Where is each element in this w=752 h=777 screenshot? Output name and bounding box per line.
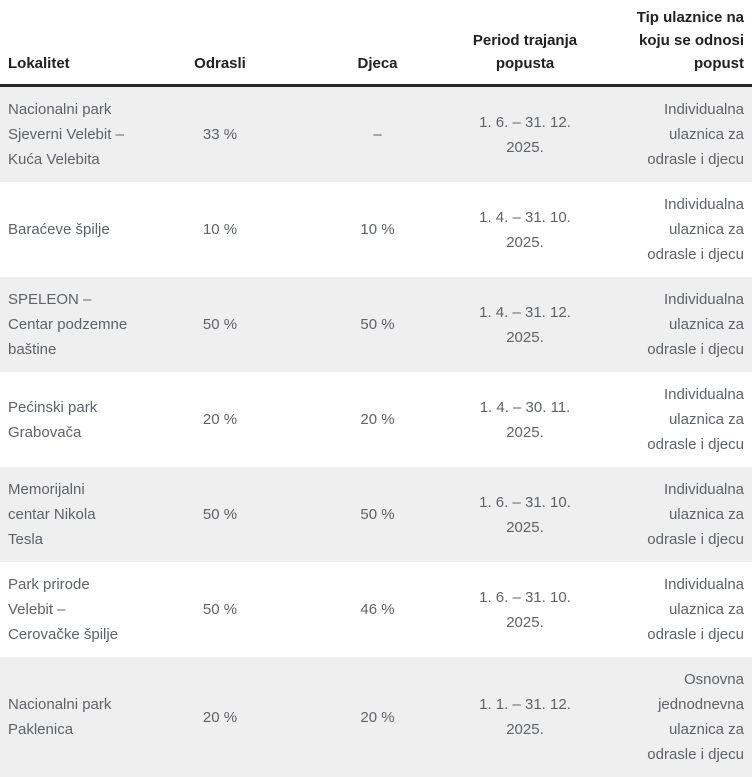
cell-period: 1. 4. – 31. 12. 2025.	[465, 277, 585, 372]
cell-tip: Individualna ulaznica za odrasle i djecu	[585, 182, 752, 277]
cell-djeca: 20 %	[290, 657, 465, 777]
cell-tip: Individualna ulaznica za odrasle i djecu	[585, 277, 752, 372]
cell-tip: Individualna ulaznica za odrasle i djecu	[585, 372, 752, 467]
cell-djeca: 46 %	[290, 562, 465, 657]
lokalitet-text: Nacionalni park Sjeverni Velebit – Kuća …	[8, 97, 128, 172]
header-period: Period trajanja popusta	[465, 0, 585, 86]
table-row: Baraćeve špilje 10 % 10 % 1. 4. – 31. 10…	[0, 182, 752, 277]
tip-text: Individualna ulaznica za odrasle i djecu	[626, 192, 744, 267]
cell-period: 1. 6. – 31. 10. 2025.	[465, 562, 585, 657]
header-lokalitet: Lokalitet	[0, 0, 150, 86]
cell-djeca: 20 %	[290, 372, 465, 467]
cell-odrasli: 33 %	[150, 86, 290, 183]
tip-text: Individualna ulaznica za odrasle i djecu	[626, 97, 744, 172]
lokalitet-text: Pećinski park Grabovača	[8, 395, 128, 445]
tip-text: Individualna ulaznica za odrasle i djecu	[626, 287, 744, 362]
lokalitet-text: Baraćeve špilje	[8, 217, 110, 242]
lokalitet-text: Memorijalni centar Nikola Tesla	[8, 477, 128, 552]
cell-period: 1. 4. – 30. 11. 2025.	[465, 372, 585, 467]
table-row: Pećinski park Grabovača 20 % 20 % 1. 4. …	[0, 372, 752, 467]
table-row: Park prirode Velebit – Cerovačke špilje …	[0, 562, 752, 657]
cell-odrasli: 10 %	[150, 182, 290, 277]
cell-lokalitet: Nacionalni park Paklenica	[0, 657, 150, 777]
table-body: Nacionalni park Sjeverni Velebit – Kuća …	[0, 86, 752, 777]
header-row: Lokalitet Odrasli Djeca Period trajanja …	[0, 0, 752, 86]
lokalitet-text: Park prirode Velebit – Cerovačke špilje	[8, 572, 128, 647]
cell-tip: Individualna ulaznica za odrasle i djecu	[585, 562, 752, 657]
table-row: Nacionalni park Paklenica 20 % 20 % 1. 1…	[0, 657, 752, 777]
lokalitet-text: Nacionalni park Paklenica	[8, 692, 128, 742]
header-odrasli: Odrasli	[150, 0, 290, 86]
cell-lokalitet: Nacionalni park Sjeverni Velebit – Kuća …	[0, 86, 150, 183]
cell-djeca: –	[290, 86, 465, 183]
cell-odrasli: 20 %	[150, 372, 290, 467]
cell-odrasli: 50 %	[150, 277, 290, 372]
cell-lokalitet: SPELEON – Centar podzemne baštine	[0, 277, 150, 372]
header-djeca: Djeca	[290, 0, 465, 86]
header-period-label: Period trajanja popusta	[465, 29, 585, 75]
cell-odrasli: 50 %	[150, 467, 290, 562]
cell-odrasli: 50 %	[150, 562, 290, 657]
table-header: Lokalitet Odrasli Djeca Period trajanja …	[0, 0, 752, 86]
period-text: 1. 6. – 31. 10. 2025.	[473, 490, 577, 540]
header-tip: Tip ulaznice na koju se odnosi popust	[585, 0, 752, 86]
tip-text: Individualna ulaznica za odrasle i djecu	[626, 477, 744, 552]
period-text: 1. 4. – 31. 10. 2025.	[473, 205, 577, 255]
cell-period: 1. 6. – 31. 10. 2025.	[465, 467, 585, 562]
cell-djeca: 50 %	[290, 277, 465, 372]
tip-text: Individualna ulaznica za odrasle i djecu	[626, 572, 744, 647]
period-text: 1. 1. – 31. 12. 2025.	[473, 692, 577, 742]
header-tip-label: Tip ulaznice na koju se odnosi popust	[622, 6, 744, 75]
table-row: SPELEON – Centar podzemne baštine 50 % 5…	[0, 277, 752, 372]
table-row: Memorijalni centar Nikola Tesla 50 % 50 …	[0, 467, 752, 562]
cell-tip: Individualna ulaznica za odrasle i djecu	[585, 467, 752, 562]
cell-lokalitet: Pećinski park Grabovača	[0, 372, 150, 467]
cell-period: 1. 6. – 31. 12. 2025.	[465, 86, 585, 183]
table-row: Nacionalni park Sjeverni Velebit – Kuća …	[0, 86, 752, 183]
cell-djeca: 50 %	[290, 467, 465, 562]
cell-period: 1. 4. – 31. 10. 2025.	[465, 182, 585, 277]
cell-lokalitet: Baraćeve špilje	[0, 182, 150, 277]
period-text: 1. 4. – 31. 12. 2025.	[473, 300, 577, 350]
period-text: 1. 6. – 31. 10. 2025.	[473, 585, 577, 635]
cell-lokalitet: Memorijalni centar Nikola Tesla	[0, 467, 150, 562]
period-text: 1. 6. – 31. 12. 2025.	[473, 110, 577, 160]
period-text: 1. 4. – 30. 11. 2025.	[473, 395, 577, 445]
cell-tip: Individualna ulaznica za odrasle i djecu	[585, 86, 752, 183]
cell-tip: Osnovna jednodnevna ulaznica za odrasle …	[585, 657, 752, 777]
lokalitet-text: SPELEON – Centar podzemne baštine	[8, 287, 128, 362]
cell-odrasli: 20 %	[150, 657, 290, 777]
cell-lokalitet: Park prirode Velebit – Cerovačke špilje	[0, 562, 150, 657]
cell-period: 1. 1. – 31. 12. 2025.	[465, 657, 585, 777]
cell-djeca: 10 %	[290, 182, 465, 277]
tip-text: Individualna ulaznica za odrasle i djecu	[626, 382, 744, 457]
tip-text: Osnovna jednodnevna ulaznica za odrasle …	[626, 667, 744, 767]
